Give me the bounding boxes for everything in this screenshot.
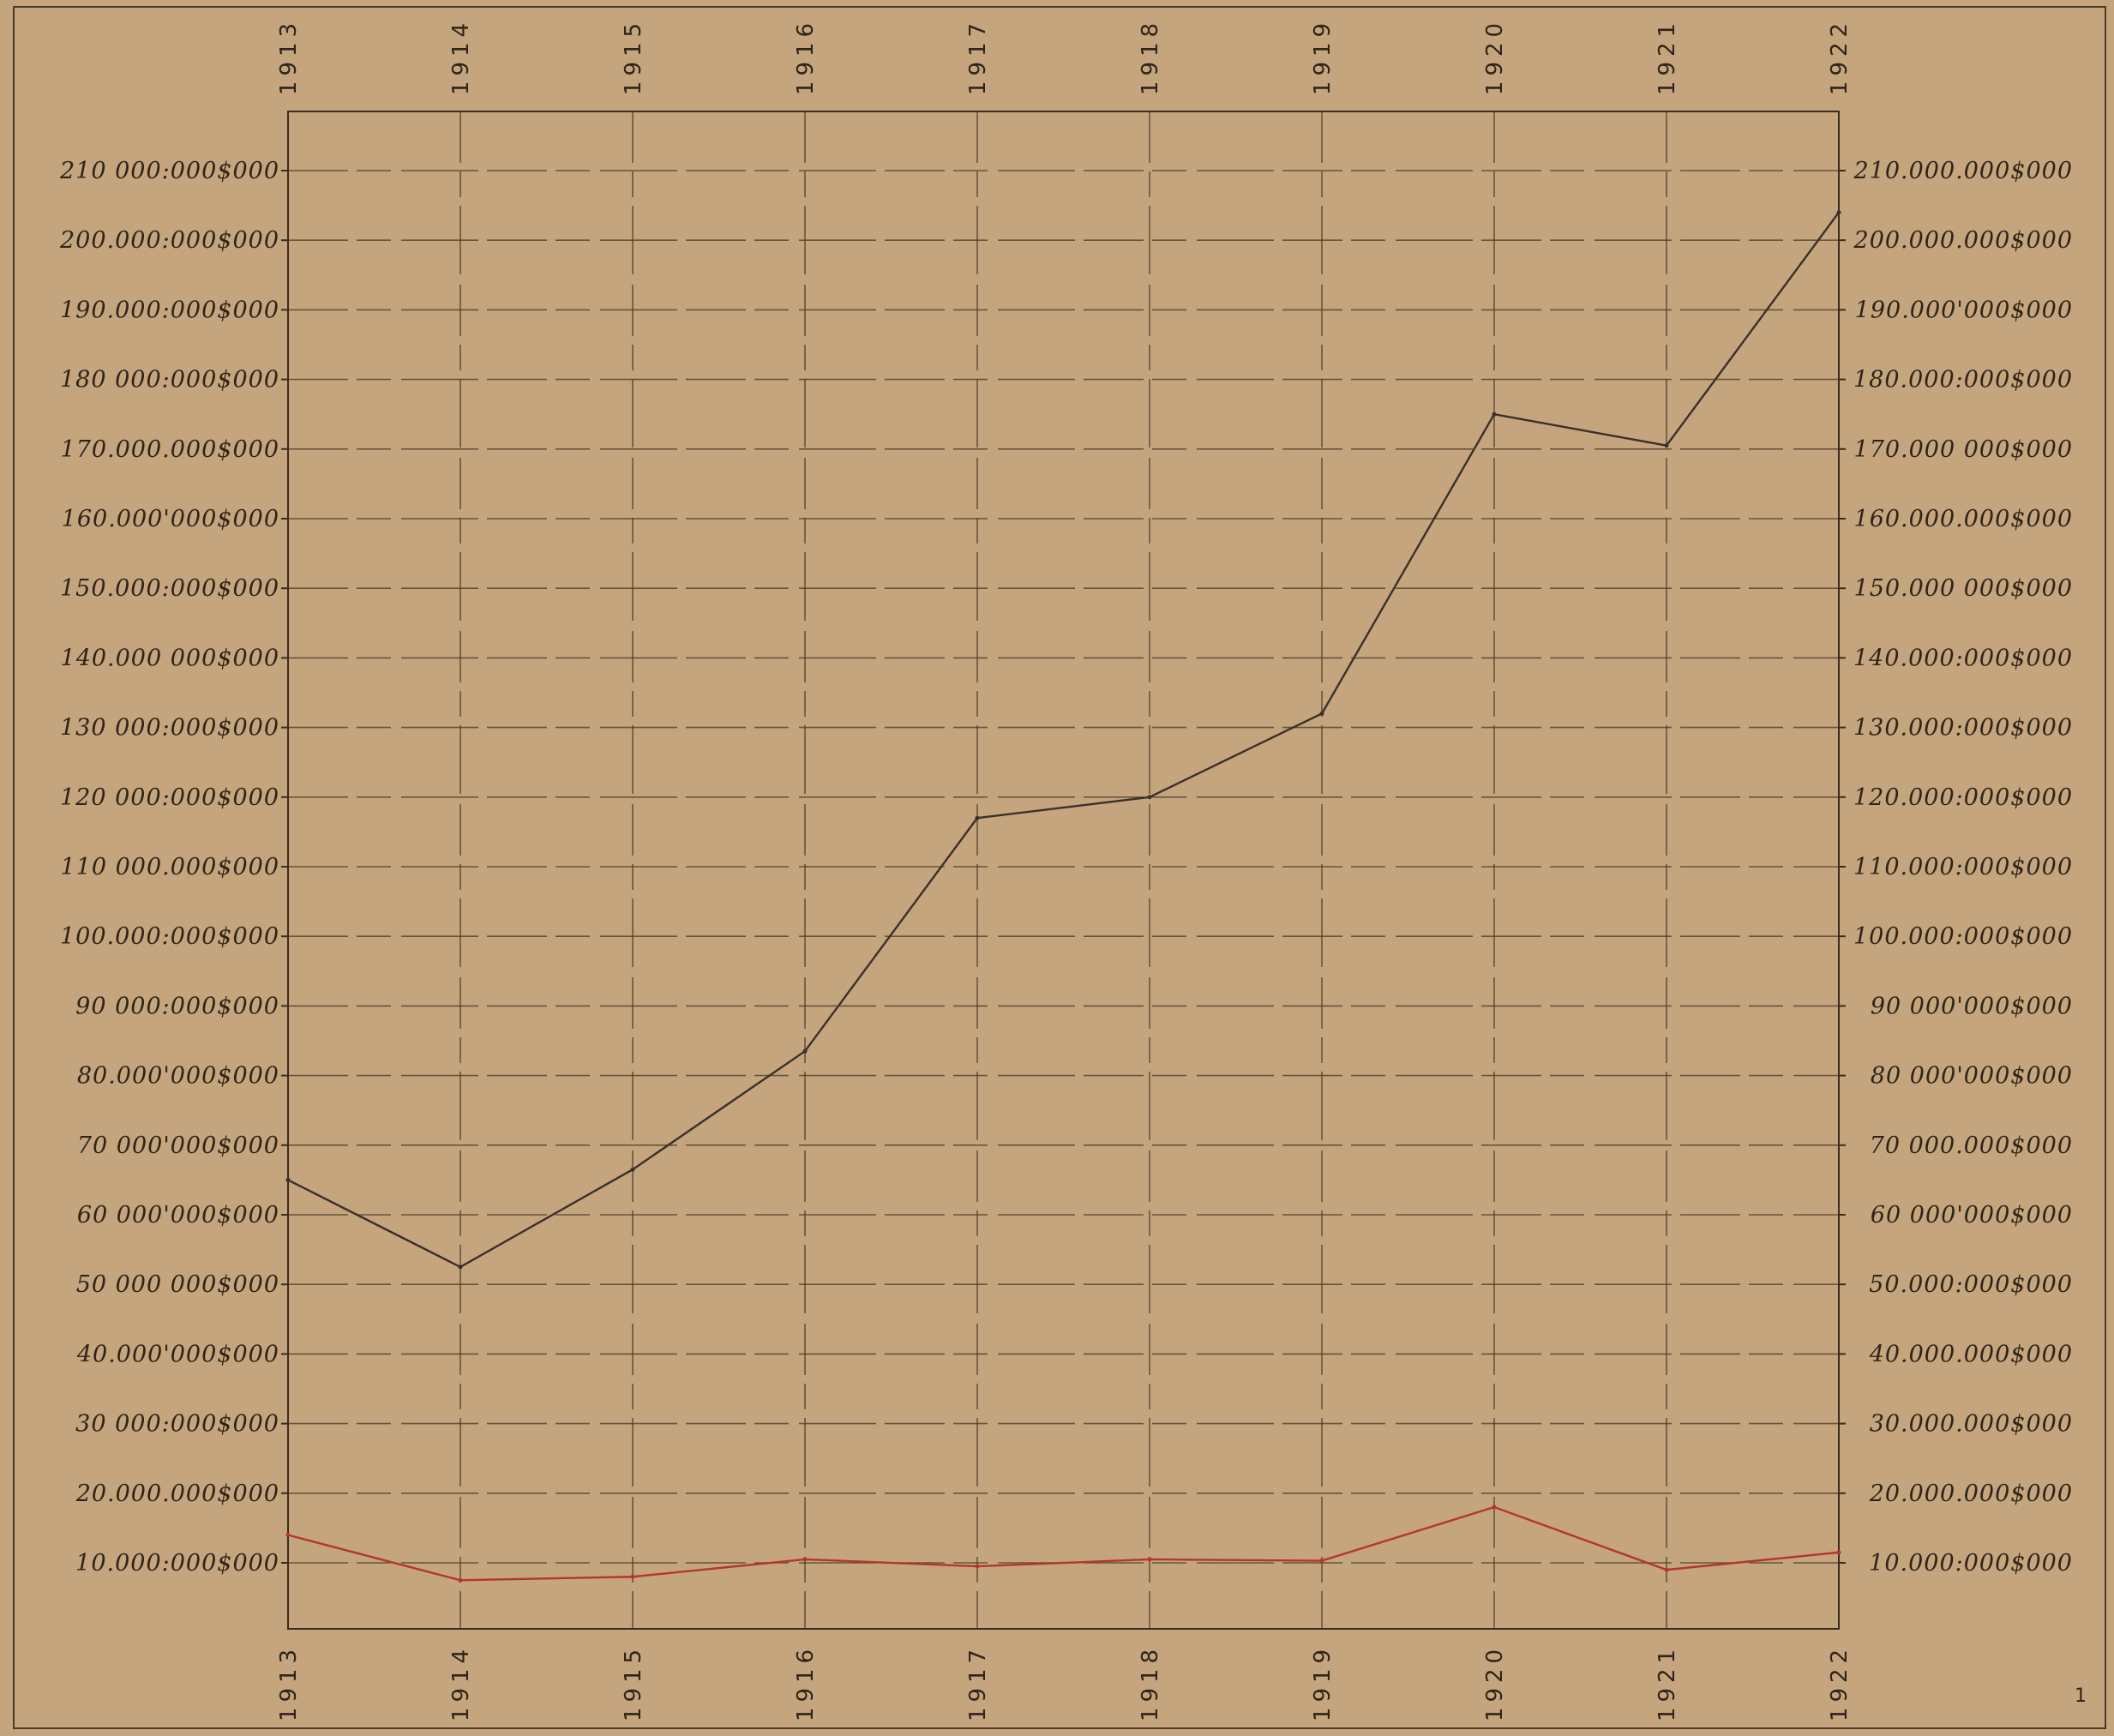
y-tick-label-right: 70 000.000$000 xyxy=(1870,1132,2073,1159)
series-2-point xyxy=(975,1564,980,1569)
x-tick-label-bottom: 1920 xyxy=(1482,1644,1508,1721)
y-tick-label-left: 20.000.000$000 xyxy=(75,1481,279,1507)
y-tick-label-left: 40.000'000$000 xyxy=(76,1341,279,1367)
y-tick-label-right: 90 000'000$000 xyxy=(1871,993,2073,1019)
outer-border xyxy=(13,6,2106,1729)
series-2-point xyxy=(802,1557,808,1562)
series-1-point xyxy=(1492,411,1497,417)
series-2-point xyxy=(458,1577,463,1583)
x-tick-label-top: 1916 xyxy=(793,18,819,95)
series-2-point xyxy=(1664,1567,1669,1572)
y-tick-label-left: 60 000'000$000 xyxy=(77,1202,279,1228)
y-tick-label-left: 160.000'000$000 xyxy=(62,506,279,532)
y-tick-label-left: 80.000'000$000 xyxy=(77,1063,279,1090)
y-tick-label-left: 130 000:000$000 xyxy=(60,715,279,742)
series-2-point xyxy=(1492,1505,1497,1510)
y-tick-label-right: 160.000.000$000 xyxy=(1854,506,2073,532)
y-tick-label-left: 90 000:000$000 xyxy=(75,993,279,1019)
series-1-point xyxy=(1664,443,1669,448)
x-tick-label-top: 1917 xyxy=(965,18,991,95)
x-tick-label-top: 1913 xyxy=(276,18,302,95)
y-tick-label-right: 170.000 000$000 xyxy=(1854,436,2073,463)
series-line-1 xyxy=(287,212,1840,1269)
x-tick-label-top: 1919 xyxy=(1310,18,1336,95)
series-1-point xyxy=(802,1048,808,1054)
series-2-point xyxy=(1836,1550,1841,1555)
y-tick-label-left: 200.000:000$000 xyxy=(59,227,279,254)
series-1-point xyxy=(1319,711,1324,716)
x-axis-bottom-labels: 1913 1914 1915 1916 1917 1918 1919 1920 1921 1922 xyxy=(276,1644,1853,1721)
y-tick-label-left: 120 000:000$000 xyxy=(60,784,279,811)
y-tick-label-right: 60 000'000$000 xyxy=(1871,1202,2073,1228)
y-tick-label-right: 130.000:000$000 xyxy=(1853,715,2073,742)
series-2-point xyxy=(630,1574,635,1579)
y-tick-label-right: 20.000.000$000 xyxy=(1869,1481,2073,1507)
y-tick-label-left: 210 000:000$000 xyxy=(59,158,279,184)
series-1-point xyxy=(285,1177,291,1182)
x-tick-label-top: 1922 xyxy=(1827,18,1853,95)
series-1-point xyxy=(975,815,980,820)
y-tick-label-right: 110.000:000$000 xyxy=(1853,854,2073,880)
x-tick-label-bottom: 1917 xyxy=(965,1644,991,1721)
x-tick-label-bottom: 1918 xyxy=(1138,1644,1163,1721)
y-tick-label-right: 100.000:000$000 xyxy=(1853,923,2073,950)
gridlines xyxy=(281,111,1846,1629)
y-tick-label-right: 30.000.000$000 xyxy=(1870,1411,2073,1438)
series-1-point xyxy=(630,1167,635,1172)
x-tick-label-bottom: 1921 xyxy=(1655,1644,1680,1721)
y-tick-label-left: 110 000.000$000 xyxy=(61,854,279,880)
y-tick-label-left: 100.000:000$000 xyxy=(60,923,279,950)
y-tick-label-right: 120.000:000$000 xyxy=(1853,784,2073,811)
page-annotation: 1 xyxy=(2075,1685,2087,1707)
x-tick-label-top: 1920 xyxy=(1482,18,1508,95)
x-tick-label-top: 1921 xyxy=(1655,18,1680,95)
series-2-point xyxy=(285,1533,291,1538)
x-tick-label-top: 1918 xyxy=(1138,18,1163,95)
y-tick-label-right: 10.000:000$000 xyxy=(1869,1550,2073,1577)
y-tick-label-right: 140.000:000$000 xyxy=(1853,645,2073,671)
series-1-point xyxy=(458,1264,463,1270)
series-line-2 xyxy=(287,1505,1840,1582)
y-tick-label-left: 10.000:000$000 xyxy=(75,1550,279,1577)
x-tick-label-bottom: 1922 xyxy=(1827,1644,1853,1721)
y-axis-left-labels: 10.000:000$000 20.000.000$000 30 000:000$0… xyxy=(59,158,279,1577)
x-tick-label-bottom: 1915 xyxy=(621,1644,646,1721)
series-1-point xyxy=(1836,210,1841,215)
y-tick-label-left: 150.000:000$000 xyxy=(60,575,279,602)
y-tick-label-left: 170.000.000$000 xyxy=(61,436,279,463)
x-axis-top-labels: 1913 1914 1915 1916 1917 1918 1919 1920 1921 1922 xyxy=(276,18,1853,95)
plot-frame xyxy=(287,111,1840,1630)
y-tick-label-left: 70 000'000$000 xyxy=(77,1132,279,1159)
y-tick-label-right: 50.000:000$000 xyxy=(1869,1271,2073,1298)
y-tick-label-left: 180 000:000$000 xyxy=(60,367,279,393)
series-2-point xyxy=(1319,1559,1324,1564)
y-tick-label-right: 200.000.000$000 xyxy=(1853,227,2073,254)
y-tick-label-left: 140.000 000$000 xyxy=(61,645,279,671)
y-tick-label-right: 80 000'000$000 xyxy=(1871,1063,2073,1090)
y-axis-right-labels: 10.000:000$000 20.000.000$000 30.000.000$0… xyxy=(1853,158,2073,1577)
y-tick-label-right: 190.000'000$000 xyxy=(1855,297,2073,323)
x-tick-label-bottom: 1914 xyxy=(448,1644,474,1721)
y-tick-label-left: 50 000 000$000 xyxy=(76,1271,279,1298)
data-series xyxy=(285,210,1841,1583)
series-1-point xyxy=(1147,795,1152,800)
y-tick-label-right: 210.000.000$000 xyxy=(1853,158,2073,184)
x-tick-label-top: 1915 xyxy=(621,18,646,95)
x-tick-label-top: 1914 xyxy=(448,18,474,95)
series-2-point xyxy=(1147,1557,1152,1562)
y-tick-label-right: 40.000.000$000 xyxy=(1869,1341,2073,1367)
x-tick-label-bottom: 1919 xyxy=(1310,1644,1336,1721)
y-tick-label-left: 190.000:000$000 xyxy=(60,297,279,323)
y-tick-label-left: 30 000:000$000 xyxy=(75,1411,279,1438)
y-tick-label-right: 150.000 000$000 xyxy=(1854,575,2073,602)
x-tick-label-bottom: 1916 xyxy=(793,1644,819,1721)
x-tick-label-bottom: 1913 xyxy=(276,1644,302,1721)
y-tick-label-right: 180.000:000$000 xyxy=(1853,367,2073,393)
